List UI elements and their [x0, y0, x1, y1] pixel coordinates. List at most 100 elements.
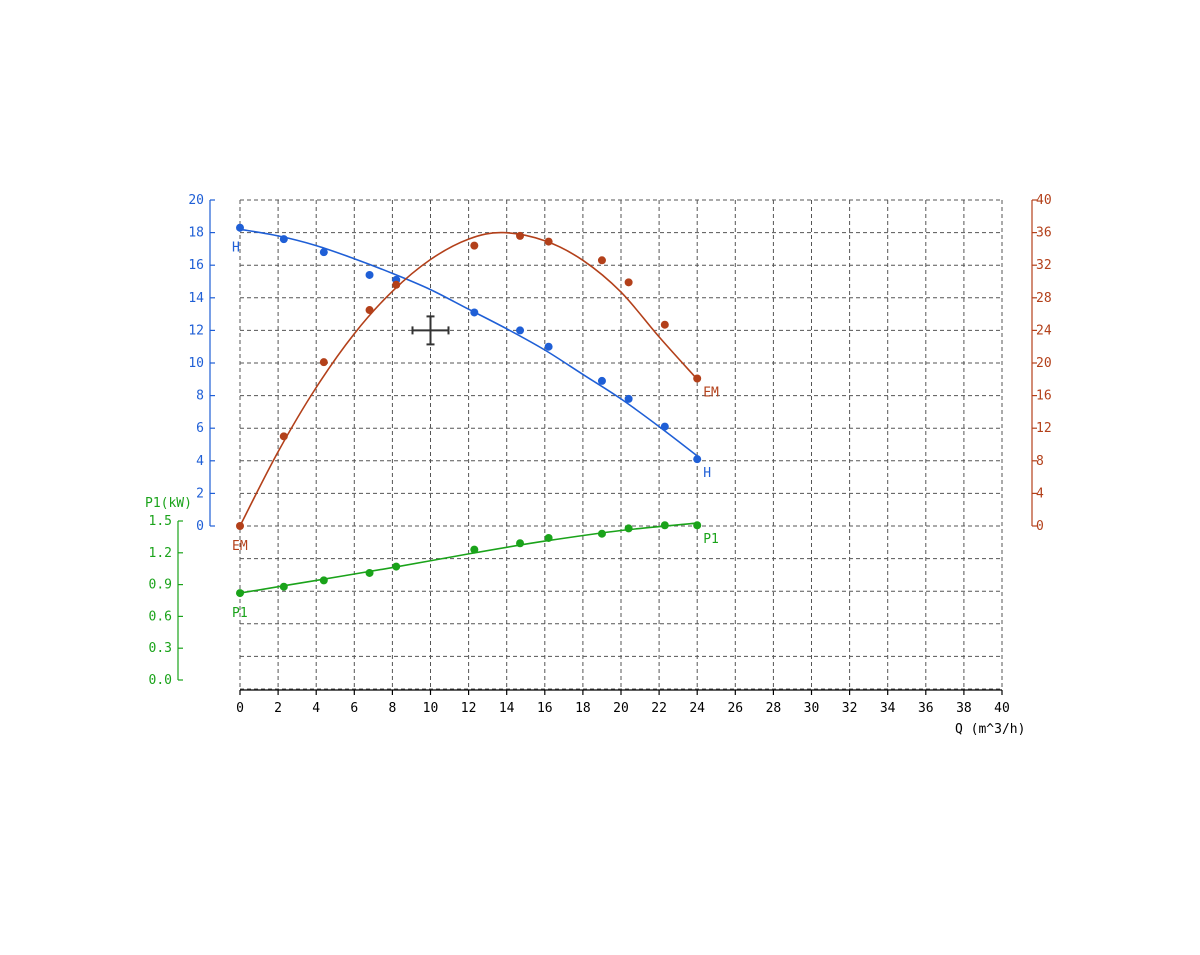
x-axis-tick-label: 4 — [312, 701, 320, 716]
em-point — [516, 231, 525, 240]
em-point — [279, 432, 288, 441]
x-axis-tick-label: 12 — [461, 701, 477, 716]
h-point — [693, 455, 702, 464]
p1-curve — [239, 522, 698, 594]
em-point — [392, 280, 401, 289]
x-axis-tick-label: 34 — [880, 701, 896, 716]
em-axis-tick-label: 20 — [1036, 356, 1052, 371]
em-point — [236, 522, 244, 530]
h-axis-tick-label: 2 — [196, 486, 204, 501]
p1-axis-tick-label: 0.6 — [149, 609, 172, 624]
em-start-label: EM — [232, 539, 248, 554]
x-axis-label: Q (m^3/h) — [955, 722, 1025, 737]
h-point — [597, 376, 606, 385]
x-axis-tick-label: 20 — [613, 701, 629, 716]
em-point — [660, 320, 669, 329]
h-point — [660, 422, 669, 431]
em-end-label: EM — [703, 385, 719, 400]
h-point — [470, 308, 479, 317]
p1-point — [279, 582, 288, 591]
h-axis-tick-label: 4 — [196, 454, 204, 469]
em-axis-tick-label: 40 — [1036, 193, 1052, 208]
p1-point — [624, 524, 633, 533]
x-axis-tick-label: 36 — [918, 701, 934, 716]
series: H H EM EM P1 P1 — [232, 223, 719, 621]
x-axis-tick-label: 6 — [350, 701, 358, 716]
em-axis-tick-label: 24 — [1036, 323, 1052, 338]
x-axis-tick-label: 38 — [956, 701, 972, 716]
x-axis-tick-label: 2 — [274, 701, 282, 716]
x-axis-tick-label: 26 — [727, 701, 743, 716]
p1-start-label: P1 — [232, 606, 248, 621]
p1-point — [544, 533, 553, 542]
h-axis-tick-label: 6 — [196, 421, 204, 436]
x-axis-tick-label: 32 — [842, 701, 858, 716]
x-axis-tick-label: 18 — [575, 701, 591, 716]
h-curve — [239, 228, 698, 457]
p1-point — [392, 562, 401, 571]
em-point — [693, 374, 702, 383]
p1-point — [236, 589, 244, 598]
em-axis-tick-label: 4 — [1036, 486, 1044, 501]
em-axis-tick-label: 16 — [1036, 389, 1052, 404]
em-axis-tick-label: 12 — [1036, 421, 1052, 436]
x-axis-tick-label: 40 — [994, 701, 1010, 716]
p1-point — [365, 568, 374, 577]
h-end-label: H — [703, 466, 711, 481]
h-start-label: H — [232, 241, 240, 256]
x-axis-tick-label: 24 — [689, 701, 705, 716]
x-axis-tick-label: 28 — [766, 701, 782, 716]
p1-axis-tick-label: 0.3 — [149, 641, 172, 656]
p1-point — [660, 521, 669, 530]
h-point — [279, 235, 288, 244]
em-point — [470, 241, 479, 250]
x-axis-tick-label: 0 — [236, 701, 244, 716]
h-axis-tick-label: 12 — [188, 323, 204, 338]
em-point — [544, 237, 553, 246]
axes: 0246810121416182004812162024283236400.00… — [145, 193, 1052, 716]
h-axis-tick-label: 8 — [196, 389, 204, 404]
p1-axis-tick-label: 0.9 — [149, 578, 172, 593]
em-point — [319, 358, 328, 367]
h-axis-tick-label: 0 — [196, 519, 204, 534]
em-axis-tick-label: 0 — [1036, 519, 1044, 534]
em-curve — [239, 231, 698, 527]
h-point — [516, 326, 525, 335]
p1-point — [470, 545, 479, 554]
h-point — [236, 223, 244, 232]
p1-axis-title: P1(kW) — [145, 496, 192, 511]
grid — [239, 199, 1003, 691]
p1-point — [597, 529, 606, 538]
em-axis-tick-label: 28 — [1036, 291, 1052, 306]
h-point — [365, 270, 374, 279]
h-axis-tick-label: 16 — [188, 258, 204, 273]
x-axis-tick-label: 16 — [537, 701, 553, 716]
p1-axis-tick-label: 1.5 — [149, 514, 172, 529]
em-point — [624, 278, 633, 287]
h-axis-tick-label: 18 — [188, 226, 204, 241]
h-axis-tick-label: 10 — [188, 356, 204, 371]
em-point — [597, 256, 606, 265]
p1-point — [516, 539, 525, 548]
x-axis-tick-label: 8 — [388, 701, 396, 716]
h-point — [624, 394, 633, 403]
h-axis-tick-label: 14 — [188, 291, 204, 306]
p1-end-label: P1 — [703, 532, 719, 547]
p1-axis-tick-label: 1.2 — [149, 546, 172, 561]
p1-point — [693, 521, 702, 530]
em-axis-tick-label: 36 — [1036, 226, 1052, 241]
x-axis-tick-label: 22 — [651, 701, 667, 716]
p1-point — [319, 576, 328, 585]
crosshair-cursor — [411, 315, 450, 346]
em-axis-tick-label: 32 — [1036, 258, 1052, 273]
h-point — [544, 342, 553, 351]
em-axis-tick-label: 8 — [1036, 454, 1044, 469]
x-axis-tick-label: 30 — [804, 701, 820, 716]
x-axis-tick-label: 14 — [499, 701, 515, 716]
h-axis-tick-label: 20 — [188, 193, 204, 208]
x-axis-tick-label: 10 — [423, 701, 439, 716]
em-point — [365, 306, 374, 315]
p1-axis-tick-label: 0.0 — [149, 673, 172, 688]
h-point — [319, 248, 328, 257]
